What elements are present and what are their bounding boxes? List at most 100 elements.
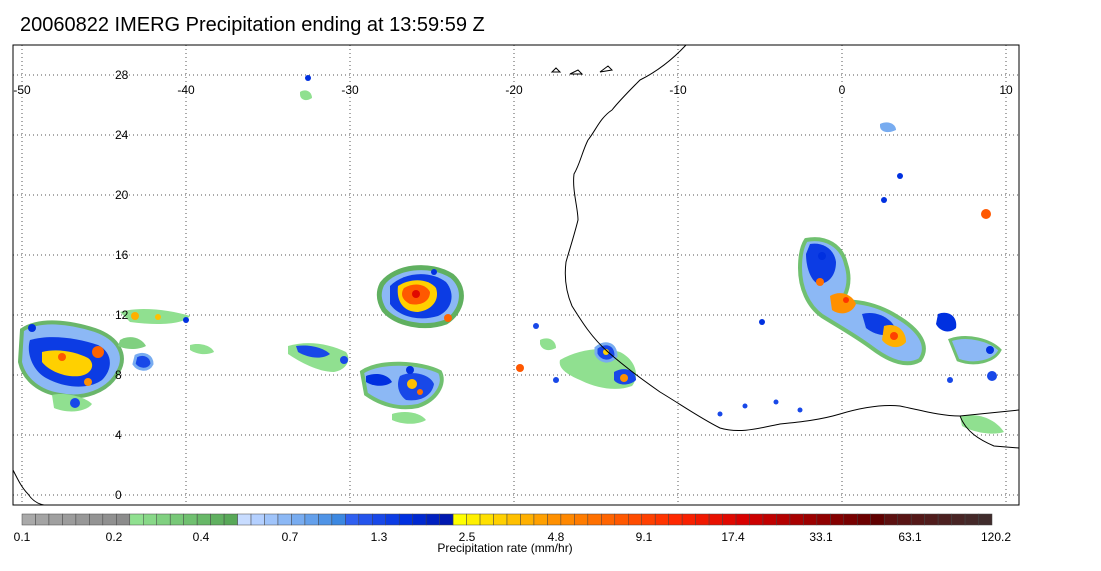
colorbar-tick-labels: 0.1 0.2 0.4 0.7 1.3 2.5 4.8 9.1 17.4 33.1 63.1 120.… (14, 530, 1012, 544)
colorbar-swatch (803, 513, 818, 526)
latitude-tick-label: 16 (115, 248, 129, 262)
colorbar-swatch (169, 513, 184, 526)
colorbar-tick-label: 9.1 (636, 530, 653, 544)
rain-cluster-central (288, 75, 464, 424)
longitude-tick-label: -20 (505, 83, 523, 97)
longitude-tick-label: -10 (669, 83, 687, 97)
colorbar-swatch (695, 513, 710, 526)
colorbar-swatch (614, 513, 629, 526)
colorbar-swatch (883, 513, 898, 526)
lat-lon-gridlines (13, 45, 1019, 505)
latitude-tick-label: 0 (115, 488, 122, 502)
colorbar-swatch (250, 513, 265, 526)
colorbar-swatch (951, 513, 966, 526)
colorbar-tick-label: 2.5 (459, 530, 476, 544)
colorbar-swatch (897, 513, 912, 526)
colorbar-swatch (223, 513, 238, 526)
colorbar-tick-label: 33.1 (809, 530, 833, 544)
longitude-tick-label: -50 (13, 83, 31, 97)
precipitation-field (13, 45, 1019, 505)
colorbar-swatch (385, 513, 400, 526)
colorbar-tick-label: 63.1 (898, 530, 922, 544)
colorbar-swatch (102, 513, 117, 526)
colorbar-swatch (506, 513, 521, 526)
colorbar-swatch (89, 513, 104, 526)
colorbar-swatch (479, 513, 494, 526)
colorbar-swatch (857, 513, 871, 526)
colorbar-swatch (641, 513, 656, 526)
map-background (13, 45, 1019, 505)
colorbar-tick-label: 0.1 (14, 530, 31, 544)
colorbar-swatch (183, 513, 198, 526)
colorbar-swatch (533, 513, 548, 526)
coastline-canaries (550, 65, 614, 75)
colorbar-swatch (75, 513, 90, 526)
colorbar-swatch (735, 513, 750, 526)
colorbar-swatch (520, 513, 535, 526)
colorbar-swatch (910, 513, 925, 526)
colorbar-swatch (156, 513, 171, 526)
colorbar-swatch (291, 513, 306, 526)
colorbar-swatch (48, 513, 63, 526)
colorbar-label: Precipitation rate (mm/hr) (437, 541, 573, 555)
colorbar-swatch (654, 513, 669, 526)
colorbar-swatch (143, 513, 157, 526)
longitude-tick-label: 0 (839, 83, 846, 97)
latitude-tick-label: 8 (115, 368, 122, 382)
colorbar-swatch (789, 513, 804, 526)
coastline-brazil (13, 469, 45, 505)
colorbar-swatch (412, 513, 427, 526)
colorbar-swatch (628, 513, 642, 526)
colorbar-tick-label: 1.3 (371, 530, 388, 544)
colorbar-swatch (547, 513, 562, 526)
colorbar-swatch (398, 513, 413, 526)
colorbar-swatch (277, 513, 292, 526)
latitude-tick-labels: 28 24 20 16 12 8 4 0 (115, 68, 129, 502)
longitude-tick-labels: -50 -40 -30 -20 -10 0 10 (13, 83, 1013, 97)
latitude-tick-label: 28 (115, 68, 129, 82)
colorbar-swatch (196, 513, 211, 526)
colorbar-swatch (978, 513, 993, 526)
colorbar-swatch (816, 513, 831, 526)
colorbar (21, 513, 993, 526)
map-title: 20060822 IMERG Precipitation ending at 1… (20, 14, 485, 36)
longitude-tick-label: 10 (999, 83, 1013, 97)
colorbar-swatch (668, 513, 683, 526)
colorbar-swatch (439, 513, 454, 526)
colorbar-swatch (749, 513, 764, 526)
colorbar-swatch (681, 513, 696, 526)
colorbar-swatch (21, 513, 36, 526)
colorbar-tick-label: 0.4 (193, 530, 210, 544)
coastline-gulf (959, 415, 1019, 449)
rain-cluster-west (17, 309, 214, 412)
colorbar-tick-label: 4.8 (548, 530, 565, 544)
map-frame (12, 44, 1020, 506)
colorbar-swatch (264, 513, 279, 526)
colorbar-swatch (62, 513, 77, 526)
colorbar-swatch (870, 513, 885, 526)
colorbar-swatch (601, 513, 616, 526)
colorbar-swatch (318, 513, 333, 526)
colorbar-swatch (372, 513, 386, 526)
latitude-tick-label: 12 (115, 308, 129, 322)
colorbar-swatch (708, 513, 723, 526)
colorbar-swatch (937, 513, 952, 526)
colorbar-swatch (452, 513, 467, 526)
colorbar-swatch (466, 513, 481, 526)
latitude-tick-label: 20 (115, 188, 129, 202)
colorbar-swatch (237, 513, 252, 526)
colorbar-swatch (560, 513, 575, 526)
colorbar-swatch (358, 513, 373, 526)
latitude-tick-label: 24 (115, 128, 129, 142)
colorbar-swatch (843, 513, 858, 526)
colorbar-swatch (425, 513, 440, 526)
colorbar-swatch (35, 513, 50, 526)
colorbar-tick-label: 120.2 (981, 530, 1011, 544)
colorbar-swatch (574, 513, 589, 526)
colorbar-swatch (331, 513, 346, 526)
colorbar-swatch (762, 513, 777, 526)
colorbar-swatch (129, 513, 144, 526)
colorbar-swatch (587, 513, 602, 526)
colorbar-tick-label: 0.2 (106, 530, 123, 544)
